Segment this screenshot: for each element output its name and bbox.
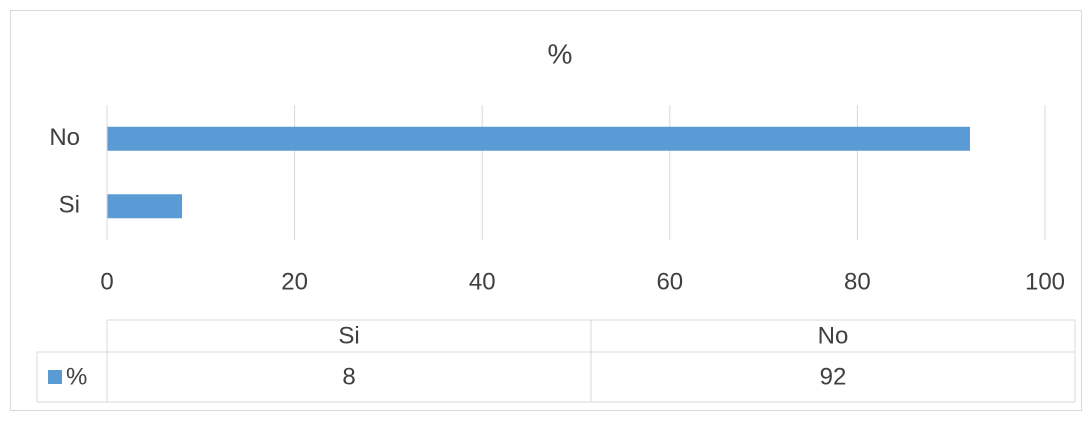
legend-label: %	[66, 363, 87, 390]
table-value: 92	[820, 363, 847, 390]
chart-title: %	[548, 38, 573, 69]
y-tick-label: Si	[59, 192, 80, 219]
chart-border	[10, 10, 1082, 411]
x-tick-label: 80	[844, 268, 871, 295]
y-tick-label: No	[49, 124, 80, 151]
x-tick-label: 0	[100, 268, 113, 295]
table-value: 8	[342, 363, 355, 390]
table-header: Si	[338, 322, 359, 349]
bar	[107, 126, 970, 151]
bar	[107, 194, 183, 219]
x-tick-label: 60	[656, 268, 683, 295]
x-tick-label: 40	[469, 268, 496, 295]
legend-swatch	[48, 370, 62, 384]
x-tick-label: 20	[281, 268, 308, 295]
x-tick-label: 100	[1025, 268, 1065, 295]
table-header: No	[818, 322, 849, 349]
